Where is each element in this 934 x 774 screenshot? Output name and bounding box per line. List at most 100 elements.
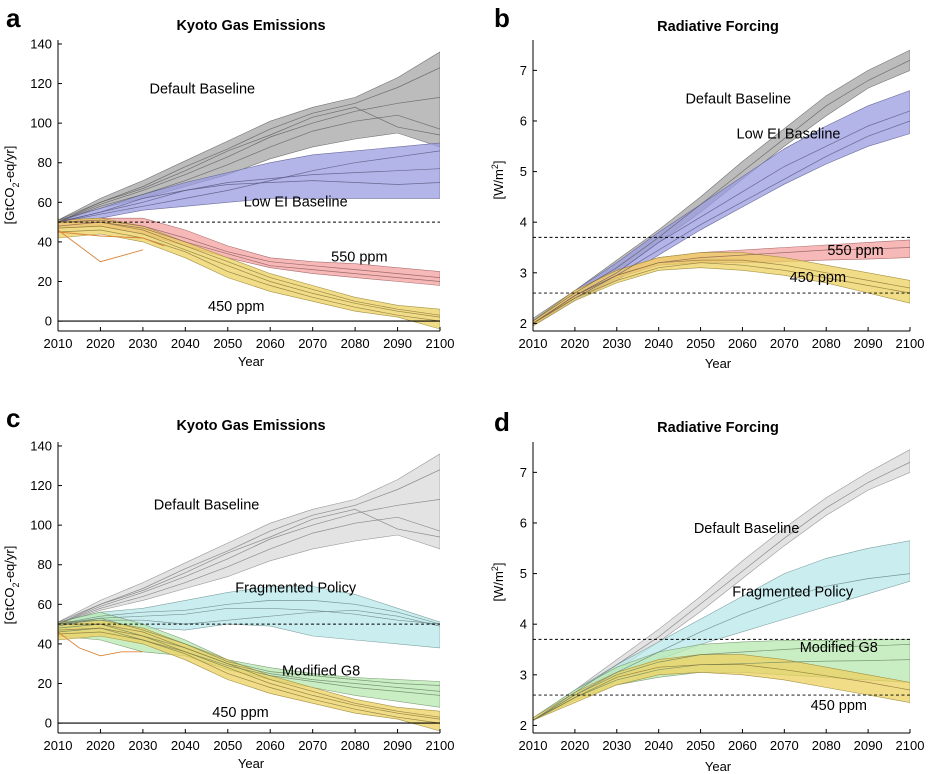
annotation-label: Low EI Baseline (737, 127, 841, 143)
series-line (58, 106, 440, 223)
series-line (58, 229, 144, 263)
chart-title: Kyoto Gas Emissions (176, 18, 325, 34)
x-tick-label: 2050 (686, 336, 715, 351)
y-tick-label: 7 (520, 63, 527, 78)
y-axis-label-part: ] (491, 563, 506, 567)
axes: 2010 2020 2030 2040 2050 2060 2070 2080 2090 2100… (30, 36, 454, 351)
x-tick-label: 2060 (256, 738, 285, 753)
y-axis-label-part: [W/m (491, 571, 506, 601)
annotation-label: 550 ppm (331, 250, 387, 266)
x-tick-label: 2060 (728, 738, 757, 753)
series-line (58, 219, 440, 278)
x-tick-label: 2100 (426, 738, 455, 753)
y-tick-label: 20 (38, 676, 52, 691)
y-axis-label-subscript: 2 (11, 582, 21, 587)
y-axis-label: [W/m2] (490, 563, 506, 602)
annotation-label: 450 ppm (212, 705, 268, 721)
x-tick-label: 2070 (770, 738, 799, 753)
series-line (58, 609, 440, 627)
series-line (58, 499, 440, 625)
y-axis-label: [GtCO2-eq/yr] (2, 146, 21, 225)
series-band (58, 453, 440, 625)
x-tick-label: 2050 (213, 738, 242, 753)
y-axis-label-part: -eq/yr] (2, 546, 17, 583)
x-tick-label: 2040 (171, 336, 200, 351)
x-tick-label: 2100 (896, 738, 925, 753)
series-line (58, 516, 440, 625)
axes: 2010 2020 2030 2040 2050 2060 2070 2080 2090 2100… (519, 40, 925, 351)
x-tick-label: 2070 (298, 738, 327, 753)
y-tick-label: 120 (30, 478, 52, 493)
x-tick-label: 2100 (896, 336, 925, 351)
x-tick-label: 2050 (686, 738, 715, 753)
x-tick-label: 2020 (560, 738, 589, 753)
x-tick-label: 2060 (728, 336, 757, 351)
series-line (58, 469, 440, 623)
y-axis-label-subscript: 2 (11, 182, 21, 187)
x-tick-label: 2080 (812, 738, 841, 753)
annotation-label: Default Baseline (150, 81, 256, 97)
series-line (58, 229, 440, 322)
x-axis-label: Year (238, 354, 265, 369)
annotation-label: 550 ppm (827, 243, 883, 259)
y-tick-label: 60 (38, 597, 52, 612)
series-line (533, 59, 910, 322)
x-tick-label: 2010 (44, 738, 73, 753)
x-tick-label: 2070 (298, 336, 327, 351)
series-line (533, 644, 910, 721)
y-axis-label-superscript: 2 (490, 164, 500, 169)
x-tick-label: 2040 (644, 738, 673, 753)
y-tick-label: 6 (520, 113, 527, 128)
series-line (533, 120, 910, 324)
annotation-label: 450 ppm (790, 270, 846, 286)
series-line (533, 262, 910, 324)
x-tick-label: 2070 (770, 336, 799, 351)
x-tick-label: 2030 (128, 336, 157, 351)
y-tick-label: 100 (30, 116, 52, 131)
x-tick-label: 2040 (171, 738, 200, 753)
axes: 2010 2020 2030 2040 2050 2060 2070 2080 2090 2100… (30, 438, 454, 753)
y-tick-label: 80 (38, 557, 52, 572)
series-line (58, 617, 440, 686)
x-tick-label: 2090 (383, 336, 412, 351)
series-line (58, 627, 440, 696)
annotation-label: Default Baseline (694, 521, 800, 537)
y-tick-label: 3 (520, 667, 527, 682)
x-tick-label: 2010 (44, 336, 73, 351)
y-tick-label: 0 (45, 716, 52, 731)
x-tick-label: 2080 (812, 336, 841, 351)
x-axis-label: Year (705, 356, 732, 371)
y-axis-label: [W/m2] (490, 161, 506, 200)
y-axis-label-part: [GtCO (2, 588, 17, 625)
x-tick-label: 2030 (128, 738, 157, 753)
y-tick-label: 100 (30, 518, 52, 533)
y-tick-label: 140 (30, 438, 52, 453)
annotation-label: Modified G8 (282, 664, 360, 680)
annotation-label: Fragmented Policy (732, 584, 854, 600)
series-line (533, 110, 910, 324)
series-band (58, 586, 440, 649)
annotation-label: 450 ppm (208, 299, 264, 315)
y-axis-label-part: [W/m (491, 169, 506, 199)
y-tick-label: 5 (520, 164, 527, 179)
y-tick-label: 4 (520, 215, 527, 230)
chart-title: Radiative Forcing (657, 420, 779, 436)
y-axis-label-part: -eq/yr] (2, 146, 17, 183)
x-tick-label: 2090 (854, 738, 883, 753)
panel-letter: b (494, 3, 510, 33)
series-band (533, 639, 910, 721)
plot-area (533, 449, 910, 721)
series-line (58, 631, 440, 724)
series-line (533, 259, 910, 324)
y-tick-label: 140 (30, 36, 52, 51)
panel-letter: a (6, 3, 21, 33)
x-tick-label: 2030 (602, 336, 631, 351)
series-line (58, 231, 165, 247)
annotation-label: Fragmented Policy (235, 580, 357, 596)
y-axis-label: [GtCO2-eq/yr] (2, 546, 21, 625)
y-tick-label: 120 (30, 76, 52, 91)
